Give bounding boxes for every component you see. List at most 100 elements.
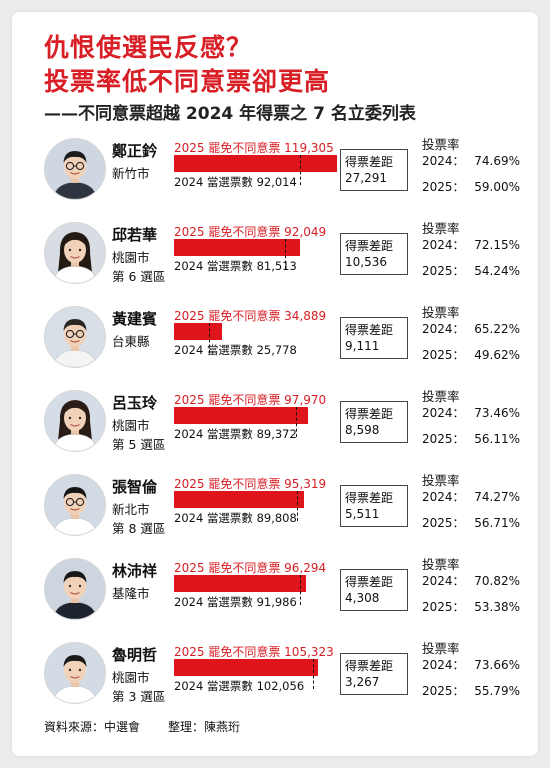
turnout-title: 投票率 [422,305,460,320]
vote-gap-box: 得票差距 8,598 [340,401,408,443]
subtitle: ——不同意票超越 2024 年得票之 7 名立委列表 [44,104,416,124]
turnout-2024-value: 74.69% [474,154,520,168]
turnout-2025-year: 2025： [422,180,465,194]
turnout-2024-year: 2024： [422,238,465,252]
recall-bar [174,491,305,508]
recall-bar [174,155,337,172]
elected-votes-label: 2024 當選票數 89,808 [174,511,297,525]
turnout-2024: 2024： 70.82% [422,572,520,589]
legislator-city: 桃園市 [112,670,150,685]
turnout-2025-value: 49.62% [474,348,520,362]
turnout-2025-year: 2025： [422,432,465,446]
legislator-name: 張智倫 [112,478,158,496]
elected-votes-marker [299,575,301,605]
turnout-2024: 2024： 72.15% [422,236,520,253]
vote-gap-value: 5,511 [345,507,380,521]
avatar [44,642,106,704]
turnout-2025-value: 56.11% [474,432,520,446]
turnout-2025: 2025： 56.11% [422,430,520,447]
turnout-2025: 2025： 55.79% [422,682,520,699]
turnout-2025-year: 2025： [422,264,465,278]
recall-bar [174,407,308,424]
turnout-2024-year: 2024： [422,154,465,168]
turnout-2024-value: 74.27% [474,490,520,504]
portrait-icon [45,139,105,199]
elected-votes-marker [296,491,298,521]
vote-gap-box: 得票差距 27,291 [340,149,408,191]
recall-votes-label: 2025 罷免不同意票 95,319 [174,477,327,491]
turnout-2025-value: 54.24% [474,264,520,278]
turnout-2024-value: 65.22% [474,322,520,336]
avatar [44,222,106,284]
portrait-icon [45,559,105,619]
turnout-title: 投票率 [422,137,460,152]
vote-gap-value: 10,536 [345,255,387,269]
elected-votes-marker [313,659,315,689]
avatar [44,306,106,368]
turnout-title: 投票率 [422,221,460,236]
legislator-city: 台東縣 [112,334,150,349]
legislator-row: 魯明哲 桃園市第 3 選區 2025 罷免不同意票 105,323 2024 當選票數… [0,636,550,720]
portrait-icon [45,643,105,703]
legislator-city: 基隆市 [112,586,150,601]
avatar [44,390,106,452]
turnout-2024-year: 2024： [422,490,465,504]
turnout-2024-value: 73.66% [474,658,520,672]
vote-gap-title: 得票差距 [345,575,394,589]
recall-bar [174,659,318,676]
vote-gap-title: 得票差距 [345,491,394,505]
vote-gap-value: 3,267 [345,675,380,689]
turnout-2024-year: 2024： [422,574,465,588]
turnout-2024: 2024： 74.27% [422,488,520,505]
turnout-2025-year: 2025： [422,516,465,530]
turnout-2024: 2024： 65.22% [422,320,520,337]
legislator-district: 第 8 選區 [112,521,166,536]
turnout-2025: 2025： 56.71% [422,514,520,531]
turnout-2025: 2025： 49.62% [422,346,520,363]
legislator-district: 第 5 選區 [112,437,166,452]
vote-gap-value: 9,111 [345,339,380,353]
editor-credit: 整理：陳燕珩 [168,720,241,734]
legislator-name: 邱若華 [112,226,158,244]
avatar [44,558,106,620]
recall-votes-label: 2025 罷免不同意票 92,049 [174,225,327,239]
recall-bar [174,239,300,256]
turnout-title: 投票率 [422,641,460,656]
elected-votes-label: 2024 當選票數 92,014 [174,175,297,189]
legislator-row: 呂玉玲 桃園市第 5 選區 2025 罷免不同意票 97,970 2024 當選票數 … [0,384,550,468]
recall-votes-label: 2025 罷免不同意票 119,305 [174,141,334,155]
legislator-name: 呂玉玲 [112,394,158,412]
turnout-2025-value: 53.38% [474,600,520,614]
elected-votes-marker [299,155,301,185]
infographic-card [12,12,538,756]
turnout-2024-value: 73.46% [474,406,520,420]
turnout-2025: 2025： 53.38% [422,598,520,615]
legislator-city: 桃園市 [112,250,150,265]
vote-gap-box: 得票差距 3,267 [340,653,408,695]
avatar [44,474,106,536]
elected-votes-label: 2024 當選票數 25,778 [174,343,297,357]
recall-bar [174,323,222,340]
elected-votes-marker [296,407,298,437]
vote-gap-box: 得票差距 4,308 [340,569,408,611]
turnout-2025-year: 2025： [422,348,465,362]
vote-gap-title: 得票差距 [345,239,394,253]
legislator-name: 林沛祥 [112,562,158,580]
title-line-1: 仇恨使選民反感？ [44,33,253,62]
elected-votes-label: 2024 當選票數 81,513 [174,259,297,273]
footer: 資料來源：中選會 整理：陳燕珩 [44,718,240,735]
legislator-name: 魯明哲 [112,646,158,664]
vote-gap-title: 得票差距 [345,659,394,673]
turnout-2024-year: 2024： [422,658,465,672]
legislator-city: 桃園市 [112,418,150,433]
turnout-2024: 2024： 74.69% [422,152,520,169]
vote-gap-value: 4,308 [345,591,380,605]
turnout-2024-year: 2024： [422,322,465,336]
turnout-title: 投票率 [422,557,460,572]
turnout-2025-year: 2025： [422,600,465,614]
legislator-district: 第 6 選區 [112,269,166,284]
legislator-row: 鄭正鈐 新竹市 2025 罷免不同意票 119,305 2024 當選票數 92,01… [0,132,550,216]
elected-votes-marker [285,239,287,269]
vote-gap-value: 27,291 [345,171,387,185]
recall-votes-label: 2025 罷免不同意票 97,970 [174,393,327,407]
